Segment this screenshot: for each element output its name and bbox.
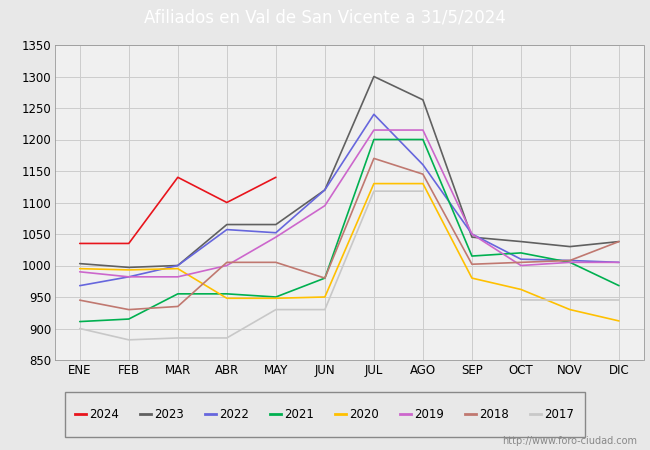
Text: 2022: 2022 [219, 408, 249, 420]
Text: 2018: 2018 [479, 408, 509, 420]
Text: 2017: 2017 [544, 408, 574, 420]
Text: http://www.foro-ciudad.com: http://www.foro-ciudad.com [502, 436, 637, 446]
Text: Afiliados en Val de San Vicente a 31/5/2024: Afiliados en Val de San Vicente a 31/5/2… [144, 9, 506, 27]
Text: 2024: 2024 [89, 408, 119, 420]
Text: 2020: 2020 [349, 408, 379, 420]
Text: 2019: 2019 [414, 408, 444, 420]
Text: 2023: 2023 [154, 408, 184, 420]
Text: 2021: 2021 [284, 408, 314, 420]
